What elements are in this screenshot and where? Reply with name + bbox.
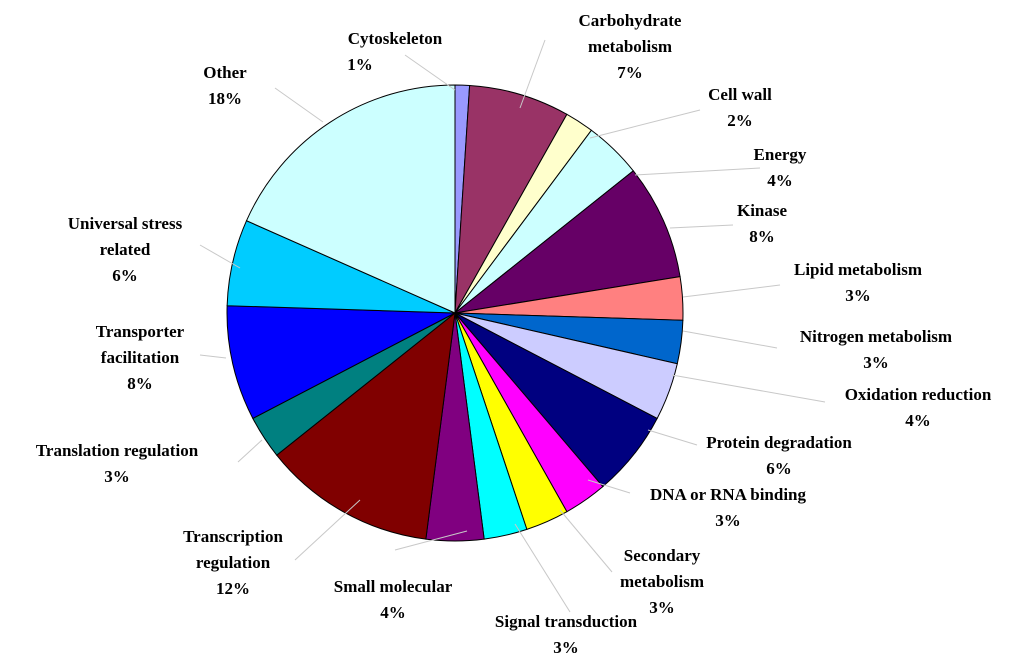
leader-line-small-molecular <box>394 530 468 551</box>
slice-label-signal-transduction: Signal transduction 3% <box>495 612 638 657</box>
leader-line-cytoskeleton <box>404 54 456 91</box>
pie-slice-kinase <box>453 170 681 314</box>
slice-label-lipid-metabolism: Lipid metabolism 3% <box>794 260 922 305</box>
slice-name: Carbohydrate <box>579 11 682 30</box>
slice-name: metabolism <box>588 37 672 56</box>
leader-lines <box>199 39 826 613</box>
leader-line-dna-or-rna-binding <box>587 479 631 494</box>
slice-label-transcription-regulation: Transcription regulation 12% <box>183 527 283 598</box>
slice-name: Lipid metabolism <box>794 260 922 279</box>
leader-line-energy <box>634 167 761 176</box>
slice-name: related <box>100 240 151 259</box>
slice-percent: 12% <box>216 579 250 598</box>
slice-name: Translation regulation <box>36 441 199 460</box>
slice-label-protein-degradation: Protein degradation 6% <box>706 433 852 478</box>
slice-percent: 4% <box>380 603 406 622</box>
slice-percent: 3% <box>104 467 130 486</box>
slice-name: DNA or RNA binding <box>650 485 807 504</box>
leader-line-transcription-regulation <box>294 499 361 561</box>
slice-name: Secondary <box>624 546 701 565</box>
slice-percent: 6% <box>112 266 138 285</box>
slice-name: Oxidation reduction <box>845 385 992 404</box>
slice-label-nitrogen-metabolism: Nitrogen metabolism 3% <box>800 327 952 372</box>
pie-slices <box>226 84 684 542</box>
slice-label-energy: Energy 4% <box>754 145 807 190</box>
slice-name: Cytoskeleton <box>348 29 443 48</box>
leader-line-cell-wall <box>589 109 701 139</box>
slice-name: Transporter <box>96 322 185 341</box>
leader-line-nitrogen-metabolism <box>682 330 778 349</box>
slice-name: Protein degradation <box>706 433 852 452</box>
slice-name: Nitrogen metabolism <box>800 327 952 346</box>
slice-name: Other <box>203 63 247 82</box>
slice-name: Transcription <box>183 527 283 546</box>
slice-percent: 4% <box>905 411 931 430</box>
pie-slice-transporter-facilitation <box>226 305 457 420</box>
leader-line-other <box>274 87 324 123</box>
pie-slice-carbohydrate-metabolism <box>454 84 568 314</box>
slice-label-universal-stress-related: Universal stress related 6% <box>68 214 183 285</box>
slice-name: metabolism <box>620 572 704 591</box>
pie-slice-transcription-regulation <box>276 311 456 540</box>
leader-line-carbohydrate-metabolism <box>519 39 546 109</box>
slice-label-other: Other 18% <box>203 63 247 108</box>
slice-percent: 3% <box>863 353 889 372</box>
slice-name: regulation <box>196 553 271 572</box>
slice-name: Small molecular <box>334 577 453 596</box>
leader-line-kinase <box>669 224 734 229</box>
leader-line-signal-transduction <box>514 523 571 613</box>
slice-label-oxidation-reduction: Oxidation reduction 4% <box>845 385 992 430</box>
slice-percent: 3% <box>845 286 871 305</box>
slice-percent: 8% <box>127 374 153 393</box>
leader-line-lipid-metabolism <box>682 284 781 298</box>
leader-line-translation-regulation <box>237 439 263 463</box>
slice-percent: 2% <box>727 111 753 130</box>
slice-label-secondary-metabolism: Secondary metabolism 3% <box>620 546 704 617</box>
leader-line-oxidation-reduction <box>671 374 826 403</box>
slice-label-carbohydrate-metabolism: Carbohydrate metabolism 7% <box>579 11 682 82</box>
slice-name: Cell wall <box>708 85 772 104</box>
slice-percent: 3% <box>553 638 579 657</box>
slice-label-cell-wall: Cell wall 2% <box>708 85 772 130</box>
slice-label-kinase: Kinase 8% <box>737 201 788 246</box>
leader-line-universal-stress-related <box>199 244 241 269</box>
slice-label-translation-regulation: Translation regulation 3% <box>36 441 199 486</box>
slice-percent: 6% <box>766 459 792 478</box>
leader-line-transporter-facilitation <box>199 354 227 359</box>
slice-label-dna-or-rna-binding: DNA or RNA binding 3% <box>650 485 807 530</box>
slice-label-cytoskeleton: Cytoskeleton 1% <box>347 29 443 74</box>
slice-labels: Cytoskeleton 1% Carbohydrate metabolism 7% Ce… <box>36 11 992 657</box>
leader-line-protein-degradation <box>647 429 698 446</box>
slice-name: Signal transduction <box>495 612 638 631</box>
slice-percent: 18% <box>208 89 242 108</box>
slice-percent: 3% <box>649 598 675 617</box>
slice-percent: 4% <box>767 171 793 190</box>
slice-percent: 3% <box>715 511 741 530</box>
slice-percent: 1% <box>347 55 373 74</box>
slice-name: Kinase <box>737 201 788 220</box>
slice-name: Universal stress <box>68 214 183 233</box>
slice-percent: 8% <box>749 227 775 246</box>
leader-line-secondary-metabolism <box>559 509 613 573</box>
slice-label-small-molecular: Small molecular 4% <box>334 577 453 622</box>
pie-slice-other <box>245 84 456 314</box>
slice-label-transporter-facilitation: Transporter facilitation 8% <box>96 322 185 393</box>
slice-name: facilitation <box>101 348 180 367</box>
slice-percent: 7% <box>617 63 643 82</box>
slice-name: Energy <box>754 145 807 164</box>
